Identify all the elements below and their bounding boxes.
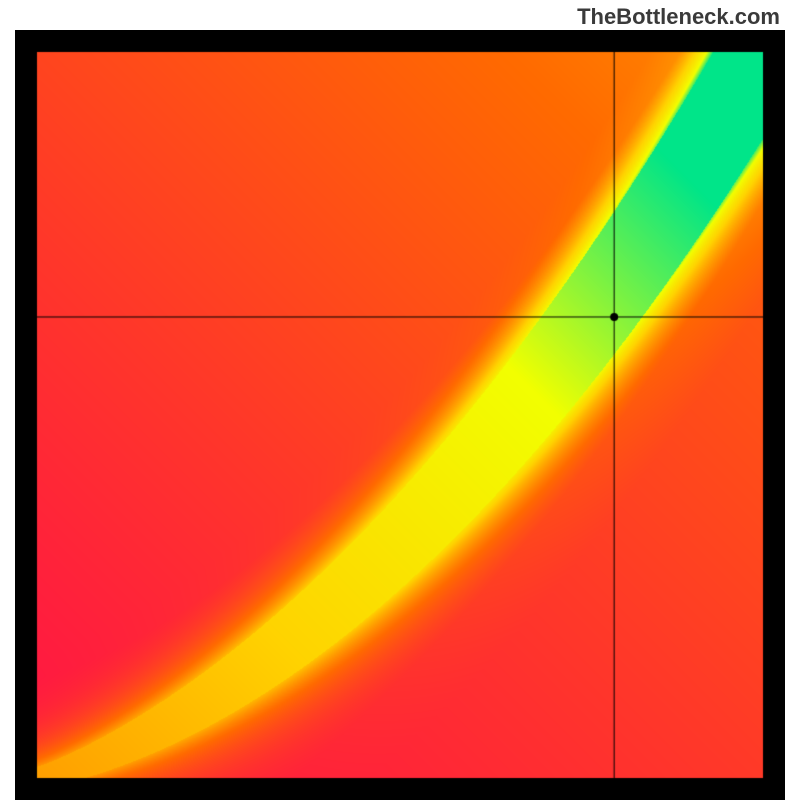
heatmap-canvas xyxy=(15,30,785,800)
watermark-text: TheBottleneck.com xyxy=(577,4,780,30)
bottleneck-heatmap xyxy=(15,30,785,800)
